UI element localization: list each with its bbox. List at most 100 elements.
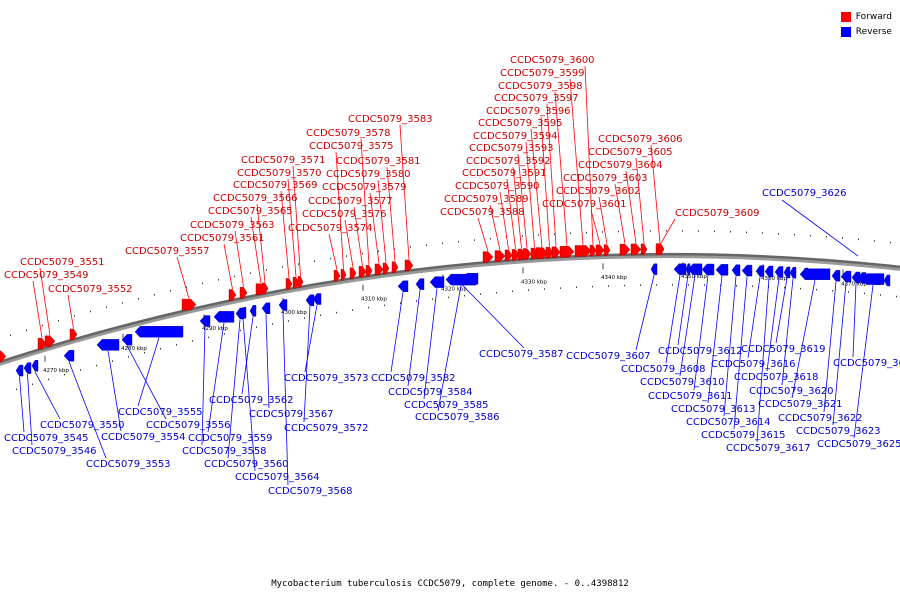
minor-tick xyxy=(810,234,811,237)
leader-line xyxy=(477,217,489,252)
leader-line xyxy=(677,275,689,346)
leader-line xyxy=(207,322,225,433)
leader-line xyxy=(39,267,51,336)
reverse-gene-arrow xyxy=(764,265,774,278)
minor-tick xyxy=(522,235,523,237)
gene-label: CCDC5079_3608 xyxy=(621,364,706,375)
leader-line xyxy=(242,318,256,472)
minor-tick xyxy=(42,324,43,327)
minor-tick xyxy=(426,244,427,246)
minor-tick xyxy=(176,344,177,346)
minor-tick xyxy=(224,333,225,335)
minor-tick xyxy=(528,289,529,291)
leader-line xyxy=(781,199,859,257)
reverse-gene-arrow xyxy=(305,294,315,306)
scale-tick-label: 4330 kbp xyxy=(521,279,547,285)
minor-tick xyxy=(432,298,433,300)
reverse-gene-arrow xyxy=(134,326,184,338)
forward-gene-arrow xyxy=(333,270,341,282)
gene-label: CCDC5079_3615 xyxy=(701,430,786,441)
gene-label: CCDC5079_3624 xyxy=(833,358,900,369)
forward-gene-arrow xyxy=(589,244,597,257)
label-leader-lines xyxy=(19,65,874,486)
leader-line xyxy=(256,203,266,283)
forward-gene-arrow xyxy=(630,243,642,256)
minor-tick xyxy=(234,275,235,278)
minor-tick xyxy=(560,287,561,289)
minor-tick xyxy=(858,238,859,241)
minor-tick xyxy=(554,233,555,235)
forward-gene-arrow xyxy=(292,276,300,289)
minor-tick xyxy=(378,250,379,253)
minor-tick xyxy=(282,266,283,268)
gene-label: CCDC5079_3565 xyxy=(208,206,293,217)
backbone-line xyxy=(0,252,900,364)
forward-gene-arrow xyxy=(382,262,390,275)
gene-label: CCDC5079_3580 xyxy=(326,169,411,180)
reverse-gene-arrow xyxy=(857,272,867,284)
minor-tick xyxy=(826,236,827,238)
forward-gene-arrow xyxy=(297,276,304,288)
gene-label: CCDC5079_3589 xyxy=(444,194,529,205)
leader-line xyxy=(250,216,262,284)
minor-tick xyxy=(714,230,715,233)
leader-line xyxy=(328,233,338,270)
gene-label: CCDC5079_3545 xyxy=(4,433,89,444)
gene-label: CCDC5079_3553 xyxy=(86,459,171,470)
minor-tick xyxy=(448,296,449,299)
gene-label: CCDC5079_3588 xyxy=(440,207,525,218)
gene-label: CCDC5079_3590 xyxy=(455,181,540,192)
minor-tick xyxy=(608,285,609,287)
gene-label: CCDC5079_3585 xyxy=(404,400,489,411)
leader-line xyxy=(693,275,709,391)
leader-line xyxy=(489,204,501,251)
gene-label: CCDC5079_3575 xyxy=(309,141,394,152)
minor-tick xyxy=(480,293,481,295)
leader-line xyxy=(303,306,311,423)
leader-line xyxy=(530,128,543,248)
minor-tick xyxy=(512,290,513,293)
reverse-gene-arrow xyxy=(312,293,322,305)
forward-gene-arrow xyxy=(535,247,549,259)
minor-tick xyxy=(32,383,33,386)
scale-tick-label: 4280 kbp xyxy=(121,346,147,352)
minor-tick xyxy=(26,329,27,332)
leader-line xyxy=(747,277,761,359)
minor-tick xyxy=(698,230,699,232)
minor-tick xyxy=(90,310,91,313)
reverse-gene-arrow xyxy=(840,270,852,283)
reverse-gene-arrow xyxy=(239,307,247,319)
leader-line xyxy=(287,178,297,277)
leader-line xyxy=(625,170,637,244)
forward-gene-arrow xyxy=(374,263,384,276)
gene-label: CCDC5079_3606 xyxy=(598,134,683,145)
leader-line xyxy=(660,218,676,244)
minor-tick xyxy=(122,302,123,304)
minor-tick xyxy=(314,260,315,263)
minor-tick xyxy=(832,290,833,292)
reverse-gene-arrow xyxy=(883,274,891,287)
reverse-gene-arrow xyxy=(685,263,691,275)
gene-label: CCDC5079_3577 xyxy=(308,196,393,207)
reverse-gene-arrow xyxy=(869,273,881,285)
gene-label: CCDC5079_3604 xyxy=(578,160,663,171)
minor-tick xyxy=(298,263,299,265)
minor-tick xyxy=(682,230,683,232)
gene-label: CCDC5079_3576 xyxy=(302,209,387,220)
forward-gene-arrow xyxy=(559,245,575,258)
reverse-gene-arrow xyxy=(31,360,39,372)
gene-label: CCDC5079_3610 xyxy=(640,377,725,388)
reverse-gene-arrow xyxy=(741,264,753,277)
minor-tick xyxy=(672,284,673,286)
leader-line xyxy=(590,209,601,245)
minor-tick xyxy=(80,369,81,371)
forward-gene-arrow xyxy=(239,287,248,299)
gene-label: CCDC5079_3594 xyxy=(473,131,558,142)
leader-line xyxy=(234,230,244,287)
gene-label: CCDC5079_3581 xyxy=(336,156,421,167)
minor-tick xyxy=(266,269,267,271)
reverse-gene-arrow xyxy=(801,267,809,280)
minor-tick xyxy=(256,326,257,328)
gene-label: CCDC5079_3555 xyxy=(118,407,203,418)
scale-ticks: 4270 kbp 4280 kbp 4290 kbp 4300 kbp 4310 kbp… xyxy=(10,230,897,391)
